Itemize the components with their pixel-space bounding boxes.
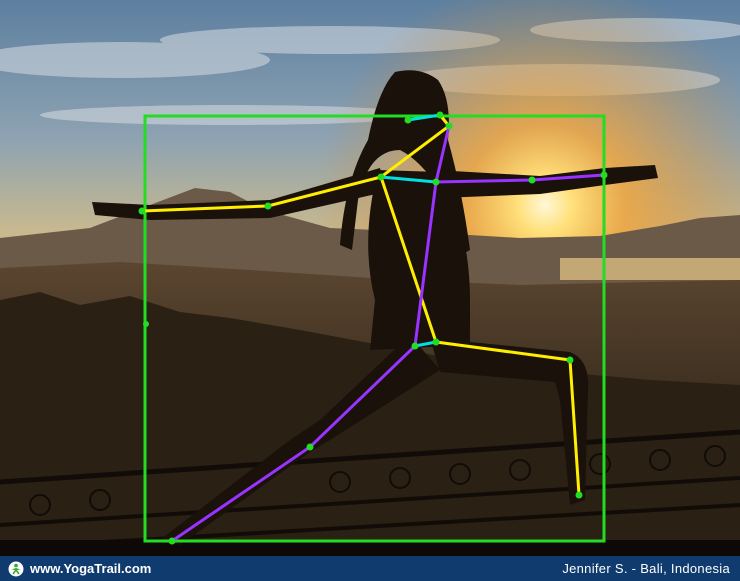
pose-skeleton-right [171,125,605,543]
photo-credit-bar: www.YogaTrail.com Jennifer S. - Bali, In… [0,556,740,581]
photo-credit: Jennifer S. - Bali, Indonesia [562,561,730,576]
yogatrail-logo-icon [8,561,24,576]
site-url[interactable]: www.YogaTrail.com [30,561,152,576]
pose-keypoints [138,111,608,545]
person-bounding-box [143,114,606,543]
pose-skeleton-center [380,113,441,348]
site-brand[interactable]: www.YogaTrail.com [8,561,151,577]
photo-scene [0,0,740,556]
